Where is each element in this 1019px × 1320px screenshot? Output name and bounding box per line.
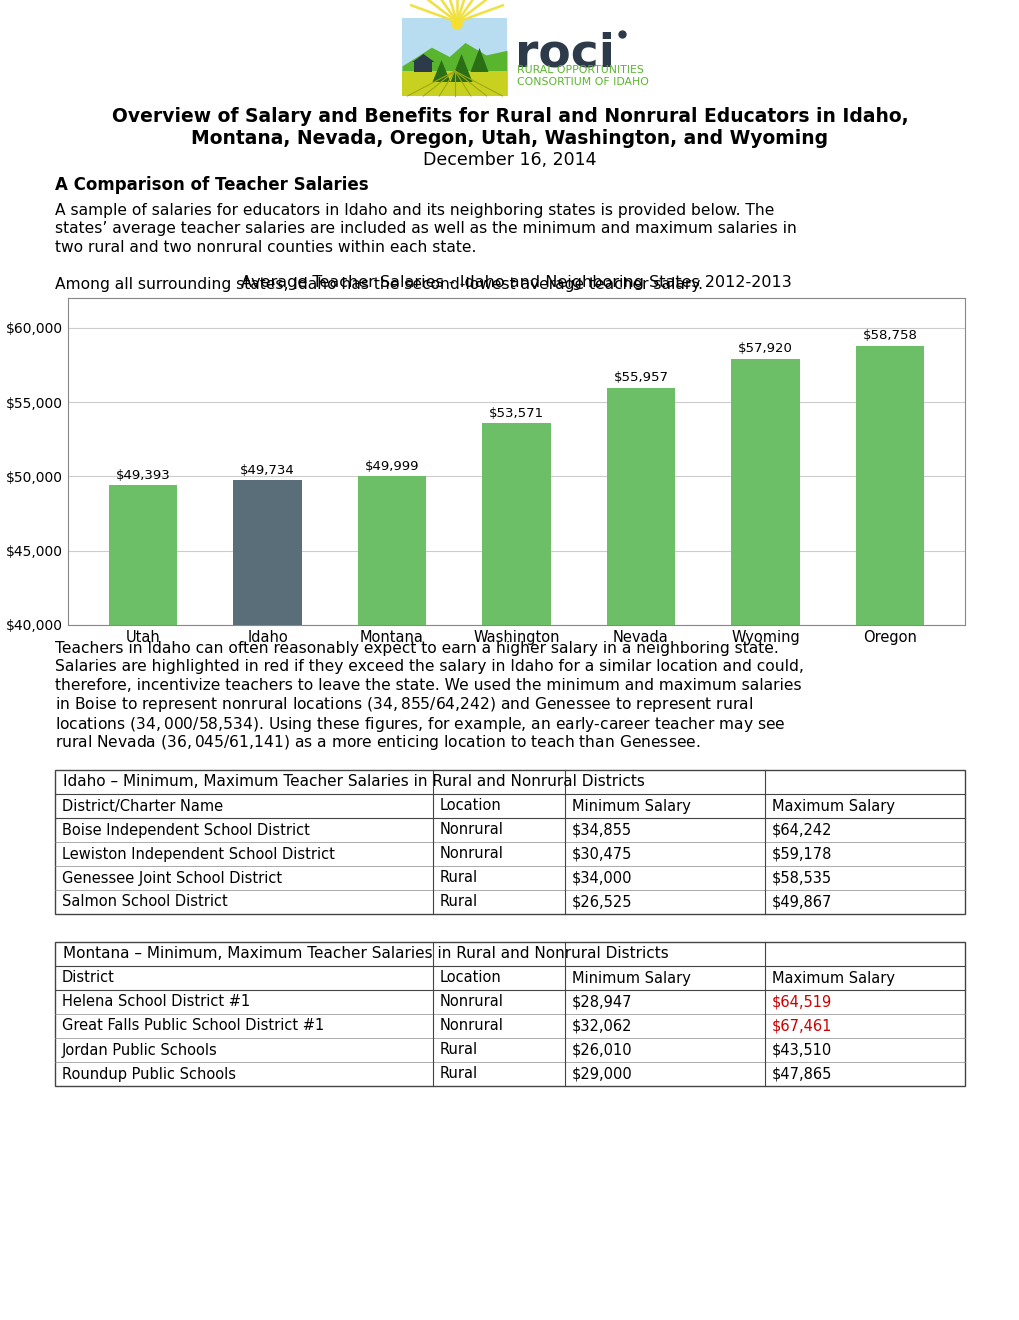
Title: Average Teacher Salaries - Idaho and Neighboring States 2012-2013: Average Teacher Salaries - Idaho and Nei… — [240, 275, 791, 290]
Text: Boise Independent School District: Boise Independent School District — [62, 822, 310, 837]
Text: $49,867: $49,867 — [771, 895, 832, 909]
Text: December 16, 2014: December 16, 2014 — [423, 150, 596, 169]
Text: Location: Location — [439, 970, 501, 986]
FancyBboxPatch shape — [55, 770, 964, 913]
Text: $49,393: $49,393 — [115, 469, 170, 482]
Polygon shape — [432, 59, 450, 82]
Text: $47,865: $47,865 — [771, 1067, 832, 1081]
Text: A sample of salaries for educators in Idaho and its neighboring states is provid: A sample of salaries for educators in Id… — [55, 202, 773, 218]
Text: A Comparison of Teacher Salaries: A Comparison of Teacher Salaries — [55, 176, 368, 194]
Text: $58,758: $58,758 — [862, 330, 916, 342]
Text: District: District — [62, 970, 115, 986]
Text: Great Falls Public School District #1: Great Falls Public School District #1 — [62, 1019, 324, 1034]
Text: Salmon School District: Salmon School District — [62, 895, 227, 909]
Text: Nonrural: Nonrural — [439, 994, 503, 1010]
Text: CONSORTIUM OF IDAHO: CONSORTIUM OF IDAHO — [517, 77, 649, 87]
Text: Rural: Rural — [439, 1043, 477, 1057]
Text: Nonrural: Nonrural — [439, 822, 503, 837]
Text: District/Charter Name: District/Charter Name — [62, 799, 223, 813]
Text: $30,475: $30,475 — [571, 846, 632, 862]
Bar — [233, 480, 302, 1220]
Bar — [855, 346, 923, 1220]
Text: $67,461: $67,461 — [771, 1019, 832, 1034]
Text: Helena School District #1: Helena School District #1 — [62, 994, 250, 1010]
Bar — [606, 388, 675, 1220]
Bar — [482, 424, 550, 1220]
Text: Rural: Rural — [439, 870, 477, 886]
Text: Location: Location — [439, 799, 501, 813]
FancyBboxPatch shape — [414, 62, 432, 73]
Text: Teachers in Idaho can often reasonably expect to earn a higher salary in a neigh: Teachers in Idaho can often reasonably e… — [55, 640, 777, 656]
Polygon shape — [403, 44, 507, 96]
Text: $59,178: $59,178 — [771, 846, 832, 862]
Text: Rural: Rural — [439, 895, 477, 909]
Bar — [109, 486, 177, 1220]
Text: Genessee Joint School District: Genessee Joint School District — [62, 870, 282, 886]
Text: roci: roci — [515, 32, 614, 77]
Bar — [731, 359, 799, 1220]
Text: Idaho – Minimum, Maximum Teacher Salaries in Rural and Nonrural Districts: Idaho – Minimum, Maximum Teacher Salarie… — [63, 775, 644, 789]
Text: Rural: Rural — [439, 1067, 477, 1081]
Text: $29,000: $29,000 — [571, 1067, 632, 1081]
Polygon shape — [412, 54, 434, 62]
FancyBboxPatch shape — [403, 18, 507, 96]
FancyBboxPatch shape — [55, 942, 964, 1086]
Text: Roundup Public Schools: Roundup Public Schools — [62, 1067, 235, 1081]
Text: $26,010: $26,010 — [571, 1043, 632, 1057]
Text: $53,571: $53,571 — [488, 407, 543, 420]
Circle shape — [451, 18, 462, 29]
Text: Montana, Nevada, Oregon, Utah, Washington, and Wyoming: Montana, Nevada, Oregon, Utah, Washingto… — [192, 128, 827, 148]
Text: $49,734: $49,734 — [239, 463, 294, 477]
Text: locations ($34,000/$58,534). Using these figures, for example, an early-career t: locations ($34,000/$58,534). Using these… — [55, 714, 785, 734]
Text: Minimum Salary: Minimum Salary — [571, 799, 690, 813]
Text: Minimum Salary: Minimum Salary — [571, 970, 690, 986]
Text: $58,535: $58,535 — [771, 870, 832, 886]
Text: Lewiston Independent School District: Lewiston Independent School District — [62, 846, 334, 862]
Text: Maximum Salary: Maximum Salary — [771, 799, 894, 813]
Text: $43,510: $43,510 — [771, 1043, 832, 1057]
Text: $49,999: $49,999 — [365, 459, 419, 473]
Text: Nonrural: Nonrural — [439, 1019, 503, 1034]
Text: therefore, incentivize teachers to leave the state. We used the minimum and maxi: therefore, incentivize teachers to leave… — [55, 678, 801, 693]
Text: Among all surrounding states, Idaho has the second-lowest average teacher salary: Among all surrounding states, Idaho has … — [55, 277, 702, 293]
Text: $55,957: $55,957 — [612, 371, 667, 384]
Bar — [358, 477, 426, 1220]
Text: Nonrural: Nonrural — [439, 846, 503, 862]
Text: rural Nevada ($36,045/$61,141) as a more enticing location to teach than Genesse: rural Nevada ($36,045/$61,141) as a more… — [55, 734, 700, 752]
Polygon shape — [450, 54, 472, 82]
Polygon shape — [470, 48, 488, 73]
Text: $64,242: $64,242 — [771, 822, 832, 837]
Text: $28,947: $28,947 — [571, 994, 632, 1010]
Text: Jordan Public Schools: Jordan Public Schools — [62, 1043, 217, 1057]
Text: $34,855: $34,855 — [571, 822, 631, 837]
Text: in Boise to represent nonrural locations ($34,855/$64,242) and Genessee to repre: in Boise to represent nonrural locations… — [55, 696, 752, 714]
FancyBboxPatch shape — [403, 71, 507, 96]
Text: Montana – Minimum, Maximum Teacher Salaries in Rural and Nonrural Districts: Montana – Minimum, Maximum Teacher Salar… — [63, 946, 668, 961]
Text: $32,062: $32,062 — [571, 1019, 632, 1034]
Text: $34,000: $34,000 — [571, 870, 632, 886]
Text: $64,519: $64,519 — [771, 994, 832, 1010]
Text: states’ average teacher salaries are included as well as the minimum and maximum: states’ average teacher salaries are inc… — [55, 222, 796, 236]
Text: Overview of Salary and Benefits for Rural and Nonrural Educators in Idaho,: Overview of Salary and Benefits for Rura… — [111, 107, 908, 125]
Text: $26,525: $26,525 — [571, 895, 632, 909]
Text: Maximum Salary: Maximum Salary — [771, 970, 894, 986]
Text: RURAL OPPORTUNITIES: RURAL OPPORTUNITIES — [517, 65, 644, 75]
Text: Salaries are highlighted in red if they exceed the salary in Idaho for a similar: Salaries are highlighted in red if they … — [55, 660, 803, 675]
Text: two rural and two nonrural counties within each state.: two rural and two nonrural counties with… — [55, 240, 476, 256]
Text: $57,920: $57,920 — [738, 342, 792, 355]
